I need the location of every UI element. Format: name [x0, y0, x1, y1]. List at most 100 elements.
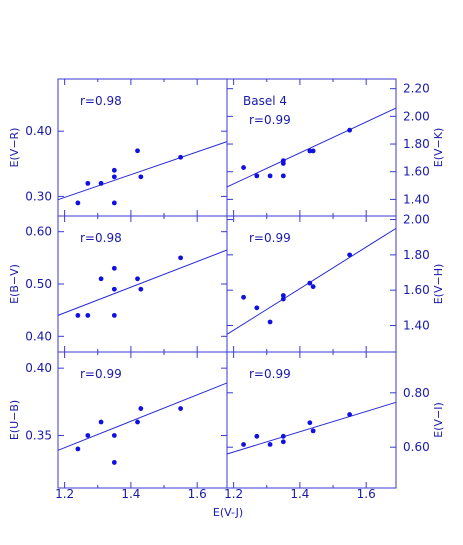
y-tick-label: 1.80 [403, 137, 430, 151]
data-point [310, 284, 316, 290]
y-tick-label: 0.35 [25, 428, 52, 442]
panel-vi: 0.60 0.80E(V−I) r=0.99 [226, 351, 445, 489]
data-point [111, 433, 117, 438]
data-point [75, 200, 81, 206]
data-point [280, 439, 286, 445]
data-point [267, 319, 273, 325]
data-point [111, 460, 117, 465]
panel-vh: 1.40 1.60 1.80 2.00 E(V−H) r=0.99 [226, 213, 445, 353]
fit-line [57, 141, 228, 201]
data-point [280, 173, 286, 179]
data-point [254, 305, 260, 311]
correlation-label: r=0.99 [249, 367, 291, 381]
data-point [254, 433, 260, 439]
fit-line [226, 401, 397, 455]
data-point [267, 442, 273, 447]
x-tick-label: 1.6 [357, 487, 376, 501]
fit-line [226, 227, 397, 335]
correlation-label: r=0.99 [249, 113, 291, 127]
data-point [307, 148, 313, 154]
y-axis-title: E(V−H) [432, 264, 445, 305]
y-tick-label: 2.00 [403, 109, 430, 123]
data-point [98, 180, 104, 186]
y-axis-title: E(V−R) [8, 128, 21, 168]
panel-annotation: Basel 4 [243, 94, 287, 108]
y-tick-label: 0.60 [403, 440, 430, 454]
data-point [347, 252, 353, 258]
y-axis-title: E(B−V) [8, 264, 21, 304]
fit-line [57, 249, 228, 316]
panel-vk: 1.40 1.60 1.80 2.00 2.20 E(V−K) Basel 4 r=0.99 [226, 78, 445, 217]
data-point [280, 158, 286, 164]
data-point [138, 174, 144, 180]
data-point [307, 420, 313, 426]
data-point [347, 412, 353, 417]
panel-frame [226, 351, 397, 489]
panel-ub: 0.35 0.40 E(U−B) r=0.99 [8, 351, 228, 489]
x-tick-label: 1.6 [188, 487, 207, 501]
data-point [241, 442, 246, 447]
x-tick-label: 1.2 [224, 487, 243, 501]
y-tick-label: 1.60 [403, 165, 430, 179]
y-tick-label: 0.40 [25, 361, 52, 375]
y-tick-label: 1.40 [403, 319, 430, 333]
data-point [310, 428, 316, 434]
data-point [135, 148, 140, 154]
data-point [111, 265, 117, 271]
data-point [111, 286, 117, 292]
panel-vr: 0.30 0.40 E(V−R) r=0.98 [8, 78, 228, 217]
data-point [135, 419, 140, 425]
correlation-label: r=0.99 [80, 367, 122, 381]
x-tick-label: 1.4 [121, 487, 140, 501]
data-point [241, 165, 246, 170]
data-point [111, 312, 117, 318]
y-axis-title: E(V−I) [432, 402, 445, 438]
fit-line [226, 107, 397, 188]
y-tick-label: 1.80 [403, 248, 430, 262]
data-point [98, 276, 104, 282]
data-point [75, 446, 81, 452]
data-point [111, 174, 117, 180]
y-tick-label: 0.80 [403, 386, 430, 400]
data-point [75, 312, 81, 318]
y-tick-label: 0.30 [25, 189, 52, 203]
y-tick-label: 1.60 [403, 283, 430, 297]
data-point [178, 154, 184, 160]
data-point [98, 419, 104, 425]
y-tick-label: 0.50 [25, 277, 52, 291]
data-point [280, 433, 286, 439]
y-tick-label: 2.00 [403, 213, 430, 227]
panels-group: 0.30 0.40 E(V−R) r=0.98 1.40 1.60 1.80 2.00 2.20… [8, 78, 445, 501]
correlation-label: r=0.98 [80, 231, 122, 245]
correlation-label: r=0.99 [249, 231, 291, 245]
data-point [138, 406, 144, 411]
x-axis-title: E(V-J) [213, 506, 243, 519]
y-tick-label: 0.40 [25, 329, 52, 343]
data-point [138, 286, 144, 292]
data-point [267, 173, 273, 179]
y-tick-label: 0.60 [25, 225, 52, 239]
data-point [280, 296, 286, 302]
data-point [178, 255, 184, 261]
y-tick-label: 0.40 [25, 124, 52, 138]
data-point [85, 433, 91, 438]
data-point [254, 173, 260, 179]
x-tick-label: 1.2 [55, 487, 74, 501]
data-point [307, 280, 313, 286]
panel-bv: 0.40 0.50 0.60 E(B−V) r=0.98 [8, 215, 228, 353]
data-point [111, 200, 117, 206]
y-tick-label: 2.20 [403, 82, 430, 96]
data-point [135, 276, 140, 282]
data-point [280, 293, 286, 298]
y-tick-label: 1.40 [403, 192, 430, 206]
data-point [111, 167, 117, 173]
data-point [85, 312, 91, 318]
y-axis-title: E(V−K) [432, 128, 445, 168]
data-point [85, 180, 91, 186]
y-axis-title: E(U−B) [8, 400, 21, 440]
data-point [347, 127, 353, 133]
fit-line [57, 382, 228, 451]
correlation-label: r=0.98 [80, 94, 122, 108]
data-point [310, 148, 316, 154]
